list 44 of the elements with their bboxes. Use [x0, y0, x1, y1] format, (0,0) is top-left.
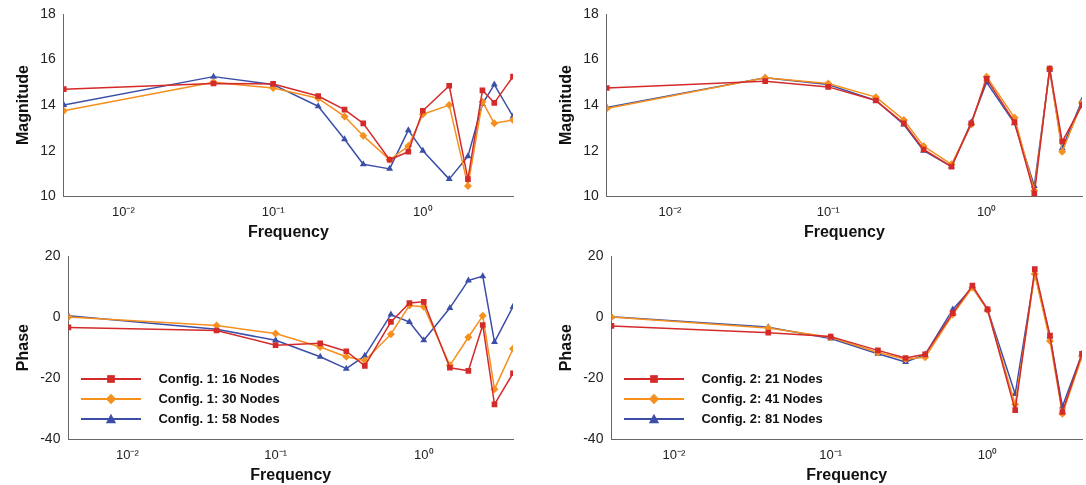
y-tick-label: -20 — [583, 368, 604, 385]
x-axis-title: Frequency — [250, 465, 332, 483]
x-tick-label: 10⁰ — [977, 446, 998, 462]
y-tick-label: -20 — [40, 368, 61, 385]
legend-label: Config. 1: 58 Nodes — [158, 410, 280, 429]
y-axis-title: Phase — [557, 323, 575, 372]
y-tick-label: 20 — [44, 246, 61, 263]
legend-label: Config. 2: 41 Nodes — [701, 390, 823, 409]
legend-label: Config. 1: 30 Nodes — [158, 390, 280, 409]
x-tick-label: 10⁻² — [658, 203, 682, 219]
y-tick-label: -40 — [583, 430, 604, 447]
legend-label: Config. 1: 16 Nodes — [158, 370, 280, 389]
x-tick-label: 10⁻² — [662, 446, 686, 462]
x-tick-label: 10⁻¹ — [264, 446, 288, 462]
y-tick-label: 12 — [40, 141, 56, 158]
x-tick-label: 10⁰ — [976, 203, 997, 219]
y-tick-label: 10 — [40, 187, 56, 204]
x-tick-label: 10⁻¹ — [819, 446, 843, 462]
x-tick-label: 10⁻¹ — [261, 203, 286, 219]
y-axis-title: Magnitude — [14, 65, 32, 146]
y-tick-label: 16 — [40, 50, 56, 67]
x-tick-label: 10⁰ — [413, 203, 433, 219]
legend-label: Config. 2: 81 Nodes — [701, 410, 823, 429]
y-tick-label: 12 — [583, 141, 599, 158]
y-axis-title: Phase — [14, 323, 32, 372]
x-axis-title: Frequency — [806, 465, 888, 483]
x-tick-label: 10⁻¹ — [816, 203, 841, 219]
x-axis-title: Frequency — [247, 222, 329, 240]
x-axis-title: Frequency — [803, 222, 885, 240]
y-tick-label: 14 — [40, 95, 56, 112]
y-tick-label: 18 — [40, 4, 56, 21]
x-tick-label: 10⁻² — [111, 203, 136, 219]
y-axis-title: Magnitude — [557, 65, 575, 146]
y-tick-label: -40 — [40, 430, 61, 447]
y-tick-label: 14 — [583, 95, 599, 112]
y-tick-label: 20 — [587, 246, 604, 263]
y-tick-label: 16 — [583, 50, 599, 67]
legend-label: Config. 2: 21 Nodes — [701, 370, 823, 389]
y-tick-label: 18 — [583, 4, 599, 21]
x-tick-label: 10⁻² — [116, 446, 140, 462]
y-tick-label: 0 — [52, 307, 61, 324]
y-tick-label: 10 — [583, 187, 599, 204]
y-tick-label: 0 — [595, 307, 604, 324]
x-tick-label: 10⁰ — [414, 446, 434, 462]
